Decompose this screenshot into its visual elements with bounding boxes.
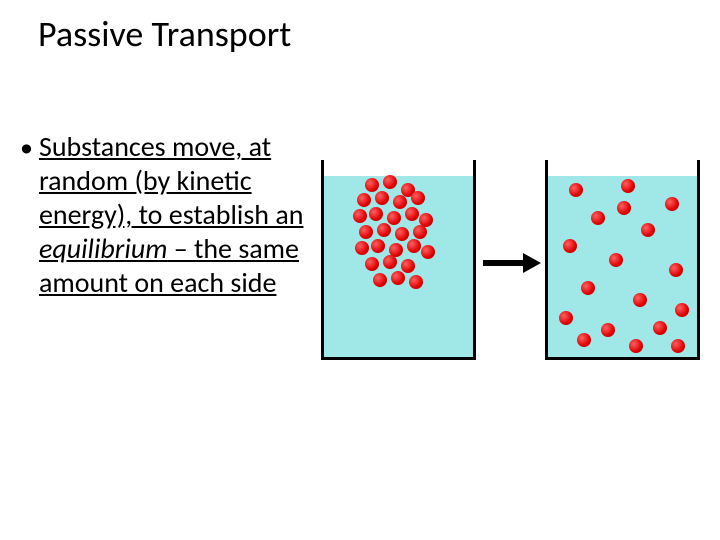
particle: [365, 257, 379, 271]
particle: [373, 273, 387, 287]
arrow-icon: [483, 253, 541, 273]
particle: [353, 209, 367, 223]
bullet-marker: •: [20, 130, 33, 164]
particle: [369, 207, 383, 221]
particle: [405, 207, 419, 221]
diffusion-diagram: [315, 150, 710, 380]
particle: [421, 245, 435, 259]
particle: [621, 179, 635, 193]
particle: [581, 281, 595, 295]
particle: [669, 263, 683, 277]
particle: [365, 178, 379, 192]
particle: [559, 311, 573, 325]
particle: [357, 193, 371, 207]
beaker-before: [321, 160, 476, 360]
particle: [601, 323, 615, 337]
particle: [563, 239, 577, 253]
bullet-text-pre: Substances move, at random (by kinetic e…: [39, 129, 304, 232]
particle: [383, 175, 397, 189]
bullet-text: Substances move, at random (by kinetic e…: [39, 130, 310, 300]
particle: [411, 191, 425, 205]
particle: [395, 227, 409, 241]
particle: [641, 223, 655, 237]
particle: [665, 197, 679, 211]
particle: [609, 253, 623, 267]
particle: [653, 321, 667, 335]
particle: [617, 201, 631, 215]
particle: [413, 225, 427, 239]
particle: [393, 195, 407, 209]
particle: [355, 241, 369, 255]
particle: [591, 211, 605, 225]
slide-title: Passive Transport: [38, 12, 291, 56]
particle: [371, 239, 385, 253]
bullet-block: • Substances move, at random (by kinetic…: [20, 130, 310, 300]
particle: [675, 303, 689, 317]
particle: [671, 339, 685, 353]
particle: [409, 275, 423, 289]
particle: [383, 255, 397, 269]
particle: [407, 239, 421, 253]
beaker-after: [545, 160, 700, 360]
particle: [633, 293, 647, 307]
particle: [391, 271, 405, 285]
particle: [569, 183, 583, 197]
particle: [387, 211, 401, 225]
particle: [629, 339, 643, 353]
particle: [359, 225, 373, 239]
particle: [377, 223, 391, 237]
particle: [401, 259, 415, 273]
particle: [375, 191, 389, 205]
bullet-text-italic: equilibrium: [39, 231, 167, 266]
particle: [577, 333, 591, 347]
